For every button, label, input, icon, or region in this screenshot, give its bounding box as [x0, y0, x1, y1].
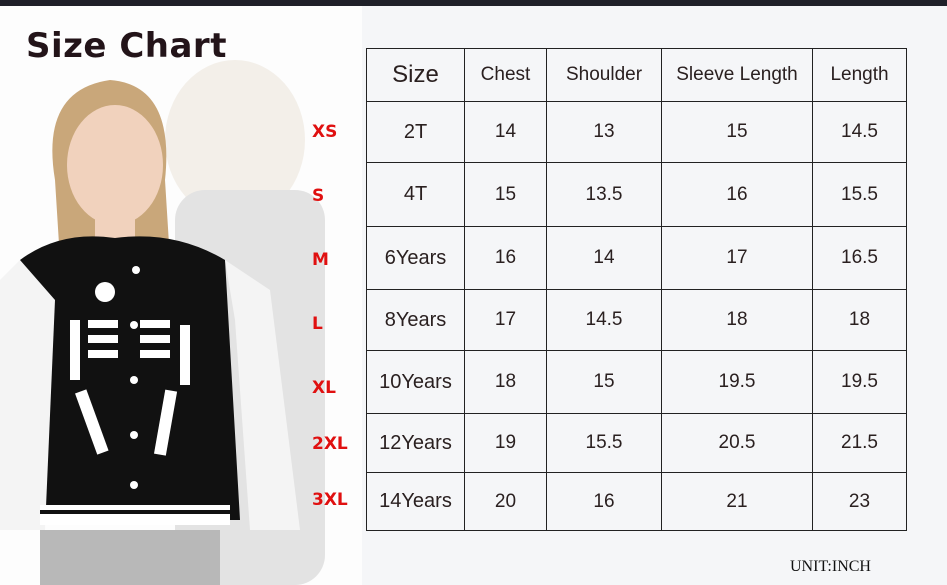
table-cell: 13.5 [546, 162, 662, 227]
table-row: 14Years 20 16 21 23 [366, 472, 907, 531]
skeleton-print [70, 282, 190, 456]
table-cell: 18 [812, 289, 907, 351]
left-sleeve [0, 260, 55, 530]
table-cell: 17 [661, 226, 813, 290]
table-cell: 23 [812, 472, 907, 531]
top-bar [0, 0, 947, 6]
table-cell: 16 [546, 472, 662, 531]
header-row: Size Chest Shoulder Sleeve Length Length [366, 48, 907, 102]
table-cell: 17 [464, 289, 547, 351]
table-cell: 20 [464, 472, 547, 531]
pants [40, 530, 220, 585]
size-label: S [312, 186, 325, 206]
table-cell: 15 [546, 350, 662, 414]
table-cell: 12Years [366, 413, 465, 473]
size-label: 2XL [312, 434, 348, 454]
header-cell: Size [366, 48, 465, 102]
table-cell: 20.5 [661, 413, 813, 473]
size-chart-title: Size Chart [26, 26, 227, 66]
table-cell: 19.5 [661, 350, 813, 414]
table-cell: 18 [464, 350, 547, 414]
table-cell: 15.5 [546, 413, 662, 473]
table-cell: 2T [366, 101, 465, 163]
table-cell: 19.5 [812, 350, 907, 414]
header-cell: Sleeve Length [661, 48, 813, 102]
table-cell: 16.5 [812, 226, 907, 290]
table-cell: 14.5 [546, 289, 662, 351]
face [67, 105, 163, 225]
jacket-body [20, 236, 240, 520]
table-row: 2T 14 13 15 14.5 [366, 101, 907, 163]
table-row: 10Years 18 15 19.5 19.5 [366, 350, 907, 414]
table-row: 6Years 16 14 17 16.5 [366, 226, 907, 290]
right-sleeve [225, 260, 300, 530]
table-row: 8Years 17 14.5 18 18 [366, 289, 907, 351]
size-table: Size Chest Shoulder Sleeve Length Length 2T 14… [366, 48, 907, 531]
size-label: L [312, 314, 323, 334]
table-cell: 21.5 [812, 413, 907, 473]
unit-label: UNIT:INCH [790, 558, 871, 575]
table-row: 4T 15 13.5 16 15.5 [366, 162, 907, 227]
table-cell: 15 [661, 101, 813, 163]
table-cell: 14Years [366, 472, 465, 531]
size-label: 3XL [312, 490, 348, 510]
table-cell: 15 [464, 162, 547, 227]
table-cell: 10Years [366, 350, 465, 414]
table-cell: 6Years [366, 226, 465, 290]
header-cell: Chest [464, 48, 547, 102]
header-cell: Length [812, 48, 907, 102]
table-cell: 16 [464, 226, 547, 290]
product-photo [0, 60, 325, 585]
table-cell: 14.5 [812, 101, 907, 163]
size-label: XS [312, 122, 338, 142]
table-cell: 19 [464, 413, 547, 473]
table-cell: 14 [464, 101, 547, 163]
table-cell: 8Years [366, 289, 465, 351]
table-cell: 14 [546, 226, 662, 290]
table-cell: 16 [661, 162, 813, 227]
table-cell: 4T [366, 162, 465, 227]
header-cell: Shoulder [546, 48, 662, 102]
table-cell: 18 [661, 289, 813, 351]
jacket-buttons [130, 266, 140, 489]
table-cell: 21 [661, 472, 813, 531]
table-cell: 13 [546, 101, 662, 163]
table-row: 12Years 19 15.5 20.5 21.5 [366, 413, 907, 473]
size-label: XL [312, 378, 336, 398]
size-label: M [312, 250, 329, 270]
table-cell: 15.5 [812, 162, 907, 227]
